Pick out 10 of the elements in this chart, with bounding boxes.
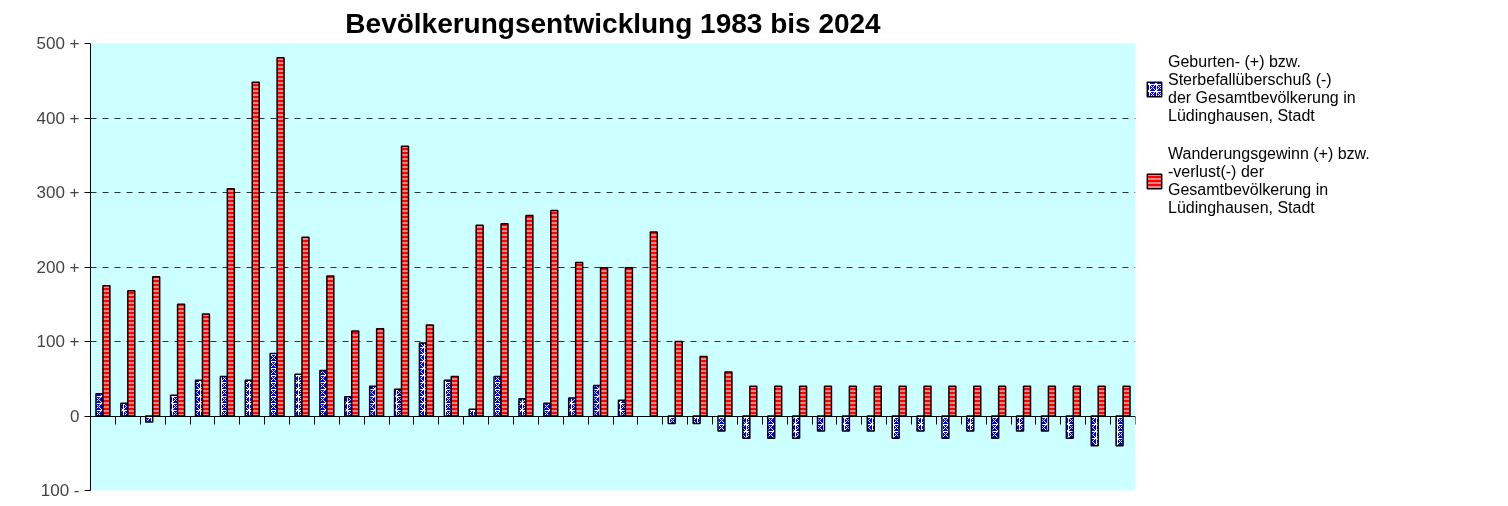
y-tick-label: 500 + [36, 34, 80, 53]
y-tick-label: 400 + [36, 108, 80, 128]
y-tick-label: 0 [70, 406, 80, 426]
legend-label: Geburten- (+) bzw. Sterbefallüberschuß (-) der Gesamtbevölkerung in Lüdinghausen, Stadt [1168, 53, 1356, 125]
y-tick-label: 100 + [36, 332, 80, 351]
y-tick-label: 200 + [36, 257, 80, 277]
chart-title: Bevölkerungsentwicklung 1983 bis 2024 [345, 7, 882, 39]
y-tick-label: 100 - [40, 481, 80, 500]
y-tick-label: 300 + [36, 183, 80, 202]
legend-label: Wanderungsgewinn (+) bzw. -verlust(-) der Gesamtbevölkerung in Lüdinghausen, Stadt [1168, 145, 1370, 217]
